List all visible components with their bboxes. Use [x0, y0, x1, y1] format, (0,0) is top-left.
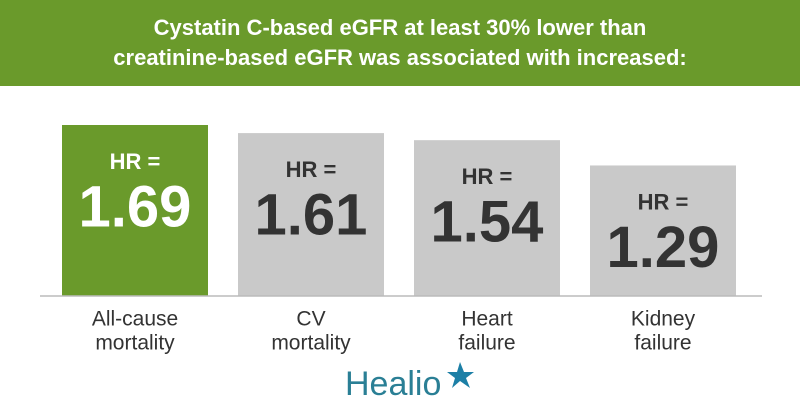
- value-prefix: HR =: [462, 164, 513, 189]
- chart-title: Cystatin C-based eGFR at least 30% lower…: [154, 15, 647, 40]
- value-label: 1.61: [255, 182, 368, 247]
- category-label: Kidney: [631, 308, 696, 331]
- bar: [62, 125, 208, 296]
- value-label: 1.54: [431, 190, 544, 255]
- value-label: 1.69: [79, 174, 192, 239]
- category-label: failure: [634, 332, 691, 355]
- title-band: [0, 0, 800, 86]
- logo: Healio: [345, 362, 474, 403]
- bar: [238, 133, 384, 296]
- value-prefix: HR =: [286, 157, 337, 182]
- category-label: mortality: [271, 332, 351, 355]
- category-label: All-cause: [92, 308, 178, 331]
- value-label: 1.29: [607, 215, 720, 280]
- value-prefix: HR =: [638, 189, 689, 214]
- bar: [414, 140, 560, 296]
- category-label: CV: [296, 308, 325, 331]
- value-prefix: HR =: [110, 149, 161, 174]
- category-label: failure: [458, 332, 515, 355]
- category-label: mortality: [95, 332, 175, 355]
- category-label: Heart: [461, 308, 513, 331]
- bar: [590, 165, 736, 296]
- chart-title: creatinine-based eGFR was associated wit…: [113, 45, 686, 70]
- logo-star: [447, 362, 474, 388]
- brand: Healio: [345, 365, 441, 403]
